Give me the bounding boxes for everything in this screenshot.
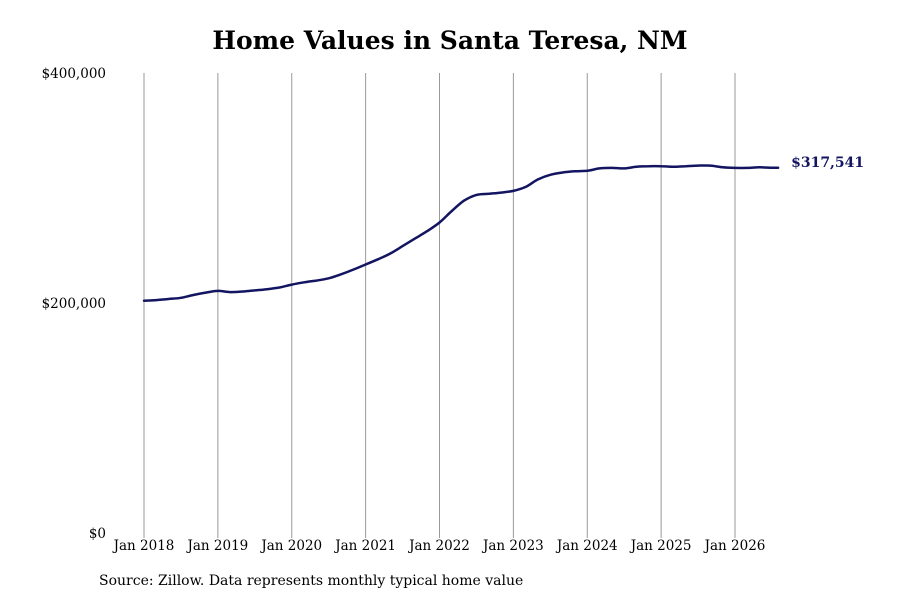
x-tick-label: Jan 2022: [407, 538, 470, 554]
x-tick-label: Jan 2020: [259, 538, 322, 554]
x-tick-label: Jan 2026: [703, 538, 766, 554]
y-tick-label: $0: [89, 526, 106, 542]
chart-title: Home Values in Santa Teresa, NM: [212, 26, 688, 55]
source-note: Source: Zillow. Data represents monthly …: [99, 573, 524, 589]
gridlines: [143, 73, 736, 538]
x-tick-label: Jan 2019: [185, 538, 248, 554]
y-tick-label: $400,000: [42, 66, 106, 82]
x-tick-label: Jan 2024: [555, 538, 618, 554]
y-axis-tick-labels: $0 $200,000 $400,000: [42, 66, 106, 542]
x-tick-label: Jan 2025: [629, 538, 692, 554]
series-line-home-value: [142, 164, 780, 302]
y-tick-label: $200,000: [42, 296, 106, 312]
x-tick-label: Jan 2018: [112, 538, 175, 554]
x-tick-label: Jan 2021: [333, 538, 396, 554]
x-tick-label: Jan 2023: [481, 538, 544, 554]
end-value-label: $317,541: [791, 155, 864, 171]
x-axis-tick-labels: Jan 2018 Jan 2019 Jan 2020 Jan 2021 Jan 2022…: [112, 538, 766, 554]
